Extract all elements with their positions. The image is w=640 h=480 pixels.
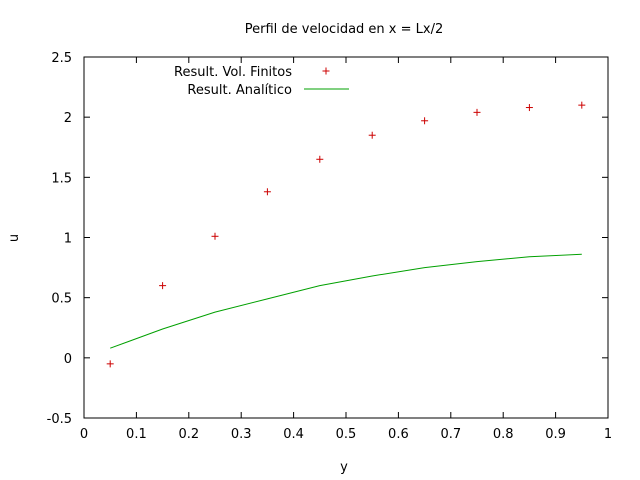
y-tick-label: 0	[64, 352, 72, 367]
x-tick-label: 0.1	[126, 427, 147, 442]
x-tick-label: 0.9	[545, 427, 566, 442]
x-tick-label: 0	[80, 427, 88, 442]
data-point-vol-finitos	[473, 108, 481, 116]
y-tick-label: 1	[64, 232, 72, 247]
x-tick-label: 0.5	[336, 427, 357, 442]
plot-area: 0 0.1 0.2 0.3 0.4 0.5 0.6 0.7 0.8 0.9 1 -0.5 0 0.5 1 1.…	[47, 51, 613, 442]
x-tick-label: 1	[604, 427, 612, 442]
data-point-vol-finitos	[106, 360, 114, 368]
legend-marker-swatch	[322, 67, 330, 75]
x-tick-label: 0.2	[178, 427, 199, 442]
data-point-vol-finitos	[159, 282, 167, 290]
data-point-vol-finitos	[525, 104, 533, 112]
y-tick-label: -0.5	[47, 412, 72, 427]
y-tick-label: 1.5	[51, 171, 72, 186]
x-axis-label: y	[340, 460, 348, 475]
data-point-vol-finitos	[578, 101, 586, 109]
data-point-vol-finitos	[316, 155, 324, 163]
data-point-vol-finitos	[211, 232, 219, 240]
data-point-vol-finitos	[368, 131, 376, 139]
x-tick-label: 0.4	[283, 427, 304, 442]
y-axis-label: u	[7, 234, 22, 242]
x-tick-label: 0.7	[440, 427, 461, 442]
series-line-analitico	[110, 253, 582, 349]
x-tick-label: 0.6	[388, 427, 409, 442]
plot-border	[83, 56, 609, 419]
data-point-vol-finitos	[421, 117, 429, 125]
y-tick-label: 2.5	[51, 51, 72, 66]
data-point-vol-finitos	[263, 188, 271, 196]
x-tick-label: 0.8	[493, 427, 514, 442]
legend-label: Result. Vol. Finitos	[174, 65, 292, 80]
y-tick-label: 2	[64, 111, 72, 126]
x-tick-label: 0.3	[231, 427, 252, 442]
legend-label: Result. Analítico	[187, 83, 292, 98]
chart-title: Perfil de velocidad en x = Lx/2	[245, 22, 443, 37]
legend: Result. Vol. Finitos Result. Analítico	[174, 65, 349, 98]
y-tick-label: 0.5	[51, 292, 72, 307]
